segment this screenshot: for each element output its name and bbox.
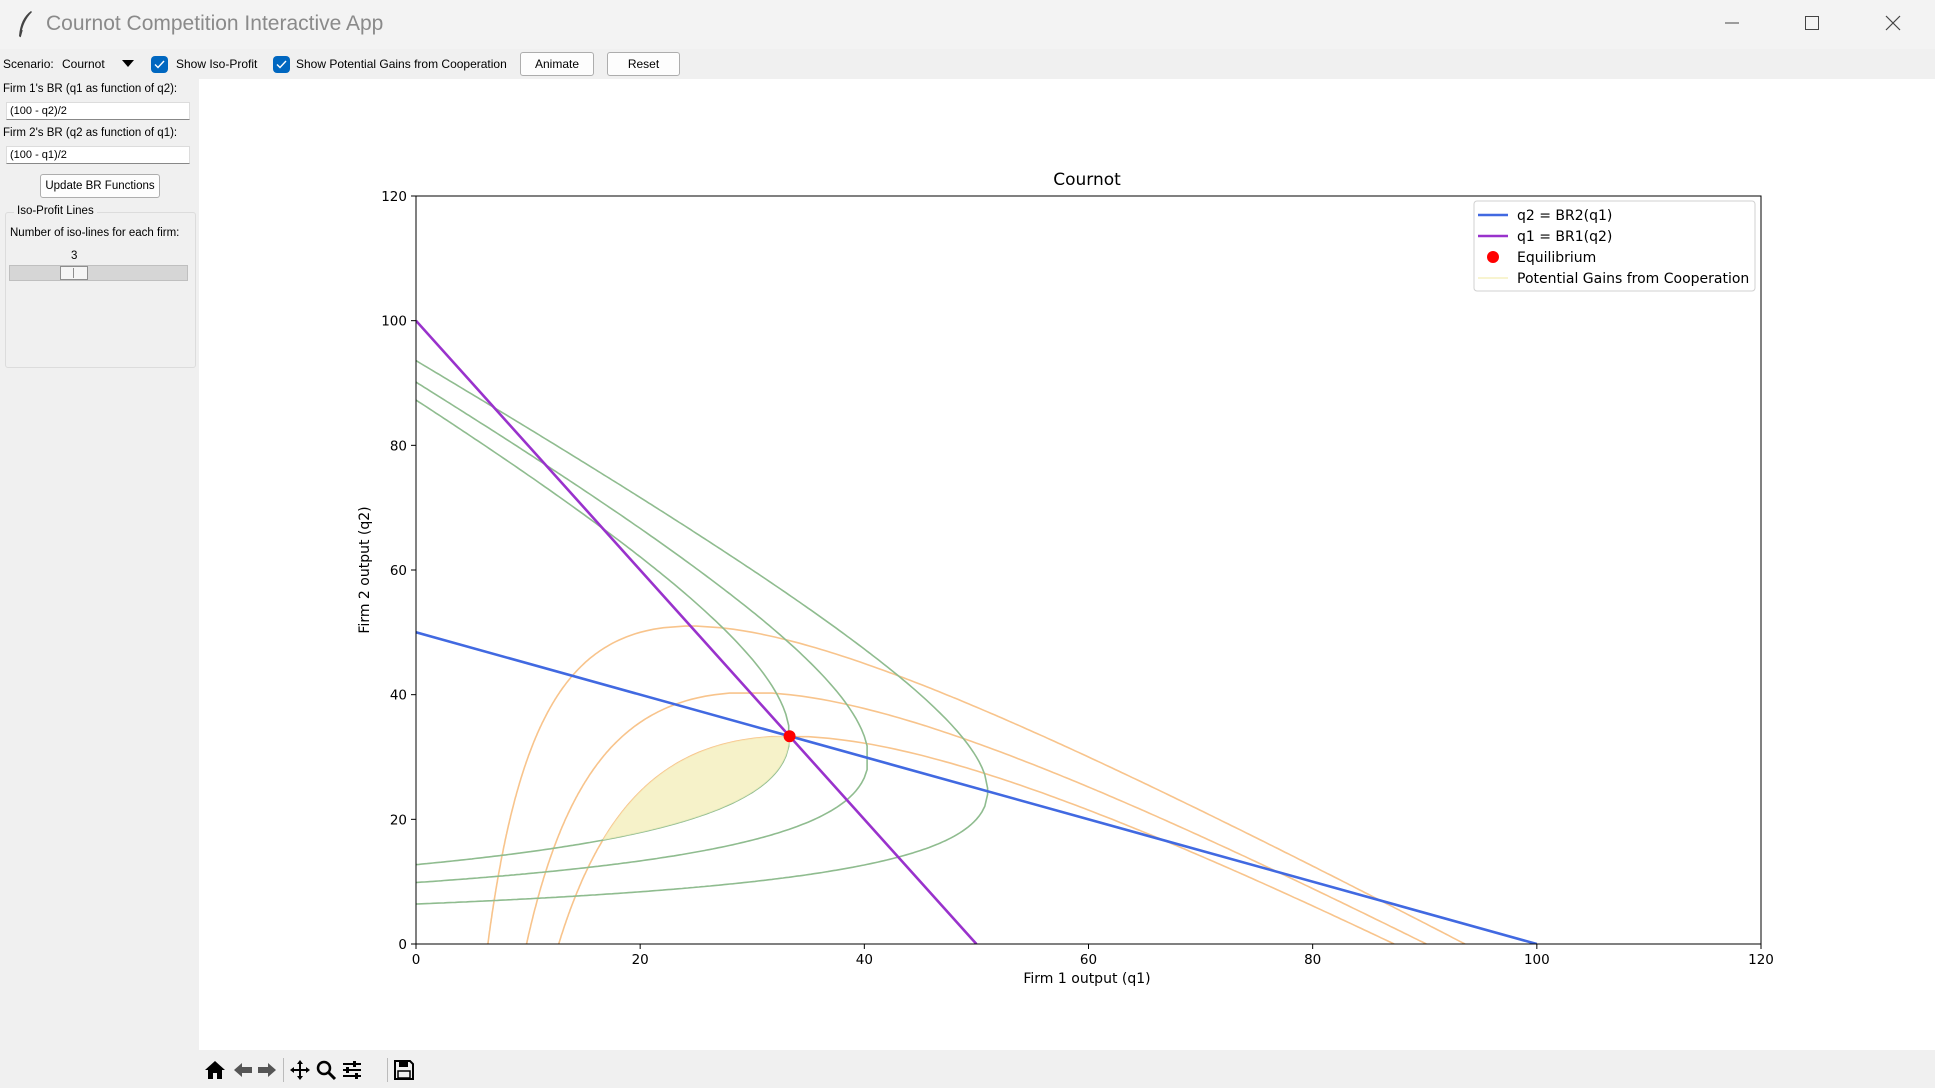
iso-profit-group-title: Iso-Profit Lines bbox=[14, 205, 97, 217]
zoom-icon[interactable] bbox=[315, 1059, 337, 1081]
gains-from-cooperation-region bbox=[603, 736, 790, 840]
gains-region bbox=[603, 736, 790, 840]
toolbar-separator bbox=[387, 1058, 388, 1082]
save-icon[interactable] bbox=[393, 1059, 415, 1081]
legend-label: Potential Gains from Cooperation bbox=[1517, 271, 1749, 287]
y-tick-label: 120 bbox=[381, 189, 407, 205]
br2-line bbox=[416, 631, 1538, 944]
x-axis-label: Firm 1 output (q1) bbox=[1023, 971, 1150, 987]
legend-marker-equilibrium bbox=[1487, 251, 1499, 263]
legend-label: q2 = BR2(q1) bbox=[1517, 208, 1612, 224]
show-gains-toggle[interactable]: Show Potential Gains from Cooperation bbox=[273, 49, 507, 79]
br2-label: Firm 2's BR (q2 as function of q1): bbox=[3, 127, 178, 139]
y-tick-label: 40 bbox=[390, 688, 407, 704]
show-iso-profit-checkbox[interactable] bbox=[151, 55, 168, 73]
axes: 0 20 40 60 80 100 120 0 20 40 60 80 100 120 bbox=[381, 189, 1774, 968]
minimize-icon bbox=[1725, 22, 1739, 24]
x-tick-label: 60 bbox=[1080, 952, 1097, 968]
close-button[interactable] bbox=[1853, 0, 1933, 46]
iso-profit-curves bbox=[416, 359, 1466, 944]
iso-profit-group: Iso-Profit Lines bbox=[5, 205, 196, 368]
x-tick-label: 0 bbox=[412, 952, 421, 968]
legend-label: q1 = BR1(q2) bbox=[1517, 229, 1612, 245]
show-iso-profit-toggle[interactable]: Show Iso-Profit bbox=[151, 49, 257, 79]
legend: q2 = BR2(q1) q1 = BR1(q2) Equilibrium Poten… bbox=[1473, 200, 1756, 292]
y-tick-label: 60 bbox=[390, 563, 407, 579]
x-tick-label: 120 bbox=[1748, 952, 1774, 968]
iso-profit-firm2-curve bbox=[416, 359, 989, 905]
scenario-value: Cournot bbox=[62, 57, 105, 71]
window-title: Cournot Competition Interactive App bbox=[46, 12, 384, 35]
br1-line bbox=[416, 319, 978, 944]
br1-input[interactable]: (100 - q2)/2 bbox=[6, 102, 190, 120]
best-response-lines bbox=[416, 319, 1538, 944]
show-iso-profit-label: Show Iso-Profit bbox=[176, 57, 258, 71]
forward-icon[interactable] bbox=[256, 1059, 278, 1081]
legend-label: Equilibrium bbox=[1517, 250, 1596, 266]
x-tick-label: 20 bbox=[632, 952, 649, 968]
maximize-icon bbox=[1805, 16, 1819, 30]
checkmark-icon bbox=[154, 60, 165, 69]
y-tick-label: 20 bbox=[390, 812, 407, 828]
toolbar-separator bbox=[283, 1058, 284, 1082]
x-tick-label: 40 bbox=[856, 952, 873, 968]
y-tick-label: 100 bbox=[381, 314, 407, 330]
configure-icon[interactable] bbox=[341, 1059, 363, 1081]
show-gains-checkbox[interactable] bbox=[273, 55, 290, 73]
cournot-chart[interactable]: 0 20 40 60 80 100 120 0 20 40 60 80 100 120 Cournot F… bbox=[199, 79, 1935, 1050]
home-icon[interactable] bbox=[204, 1059, 226, 1081]
sidebar: Firm 1's BR (q1 as function of q2): (100… bbox=[0, 79, 199, 1088]
equilibrium-point bbox=[783, 730, 796, 743]
chart-title: Cournot bbox=[1053, 170, 1121, 190]
iso-count-slider[interactable] bbox=[9, 265, 188, 281]
back-icon[interactable] bbox=[232, 1059, 254, 1081]
iso-profit-firm1-curve bbox=[487, 625, 1466, 944]
y-axis-label: Firm 2 output (q2) bbox=[357, 506, 373, 633]
animate-button[interactable]: Animate bbox=[520, 52, 594, 76]
br1-label: Firm 1's BR (q1 as function of q2): bbox=[3, 83, 178, 95]
reset-button[interactable]: Reset bbox=[607, 52, 680, 76]
x-tick-label: 80 bbox=[1304, 952, 1321, 968]
scenario-label: Scenario: bbox=[3, 57, 54, 71]
plot-canvas[interactable]: 0 20 40 60 80 100 120 0 20 40 60 80 100 120 Cournot F… bbox=[199, 79, 1935, 1050]
scenario-select[interactable]: Cournot bbox=[62, 49, 142, 79]
title-bar: Cournot Competition Interactive App bbox=[0, 0, 1935, 49]
pan-icon[interactable] bbox=[289, 1059, 311, 1081]
show-gains-label: Show Potential Gains from Cooperation bbox=[296, 57, 507, 71]
close-icon bbox=[1885, 15, 1901, 31]
y-tick-label: 80 bbox=[390, 438, 407, 454]
checkmark-icon bbox=[276, 60, 287, 69]
x-tick-label: 100 bbox=[1524, 952, 1550, 968]
iso-count-value: 3 bbox=[71, 250, 78, 262]
slider-handle[interactable] bbox=[60, 266, 88, 280]
update-br-button[interactable]: Update BR Functions bbox=[40, 174, 160, 198]
minimize-button[interactable] bbox=[1692, 0, 1772, 46]
chevron-down-icon bbox=[122, 60, 134, 67]
nav-toolbar bbox=[199, 1050, 1935, 1088]
feather-icon bbox=[19, 11, 32, 38]
maximize-button[interactable] bbox=[1772, 0, 1852, 46]
legend-box bbox=[1473, 200, 1756, 292]
control-toolbar: Scenario: Cournot Show Iso-Profit Show P… bbox=[0, 49, 1935, 79]
br2-input[interactable]: (100 - q1)/2 bbox=[6, 146, 190, 164]
iso-count-label: Number of iso-lines for each firm: bbox=[10, 227, 180, 239]
y-tick-label: 0 bbox=[398, 937, 407, 953]
